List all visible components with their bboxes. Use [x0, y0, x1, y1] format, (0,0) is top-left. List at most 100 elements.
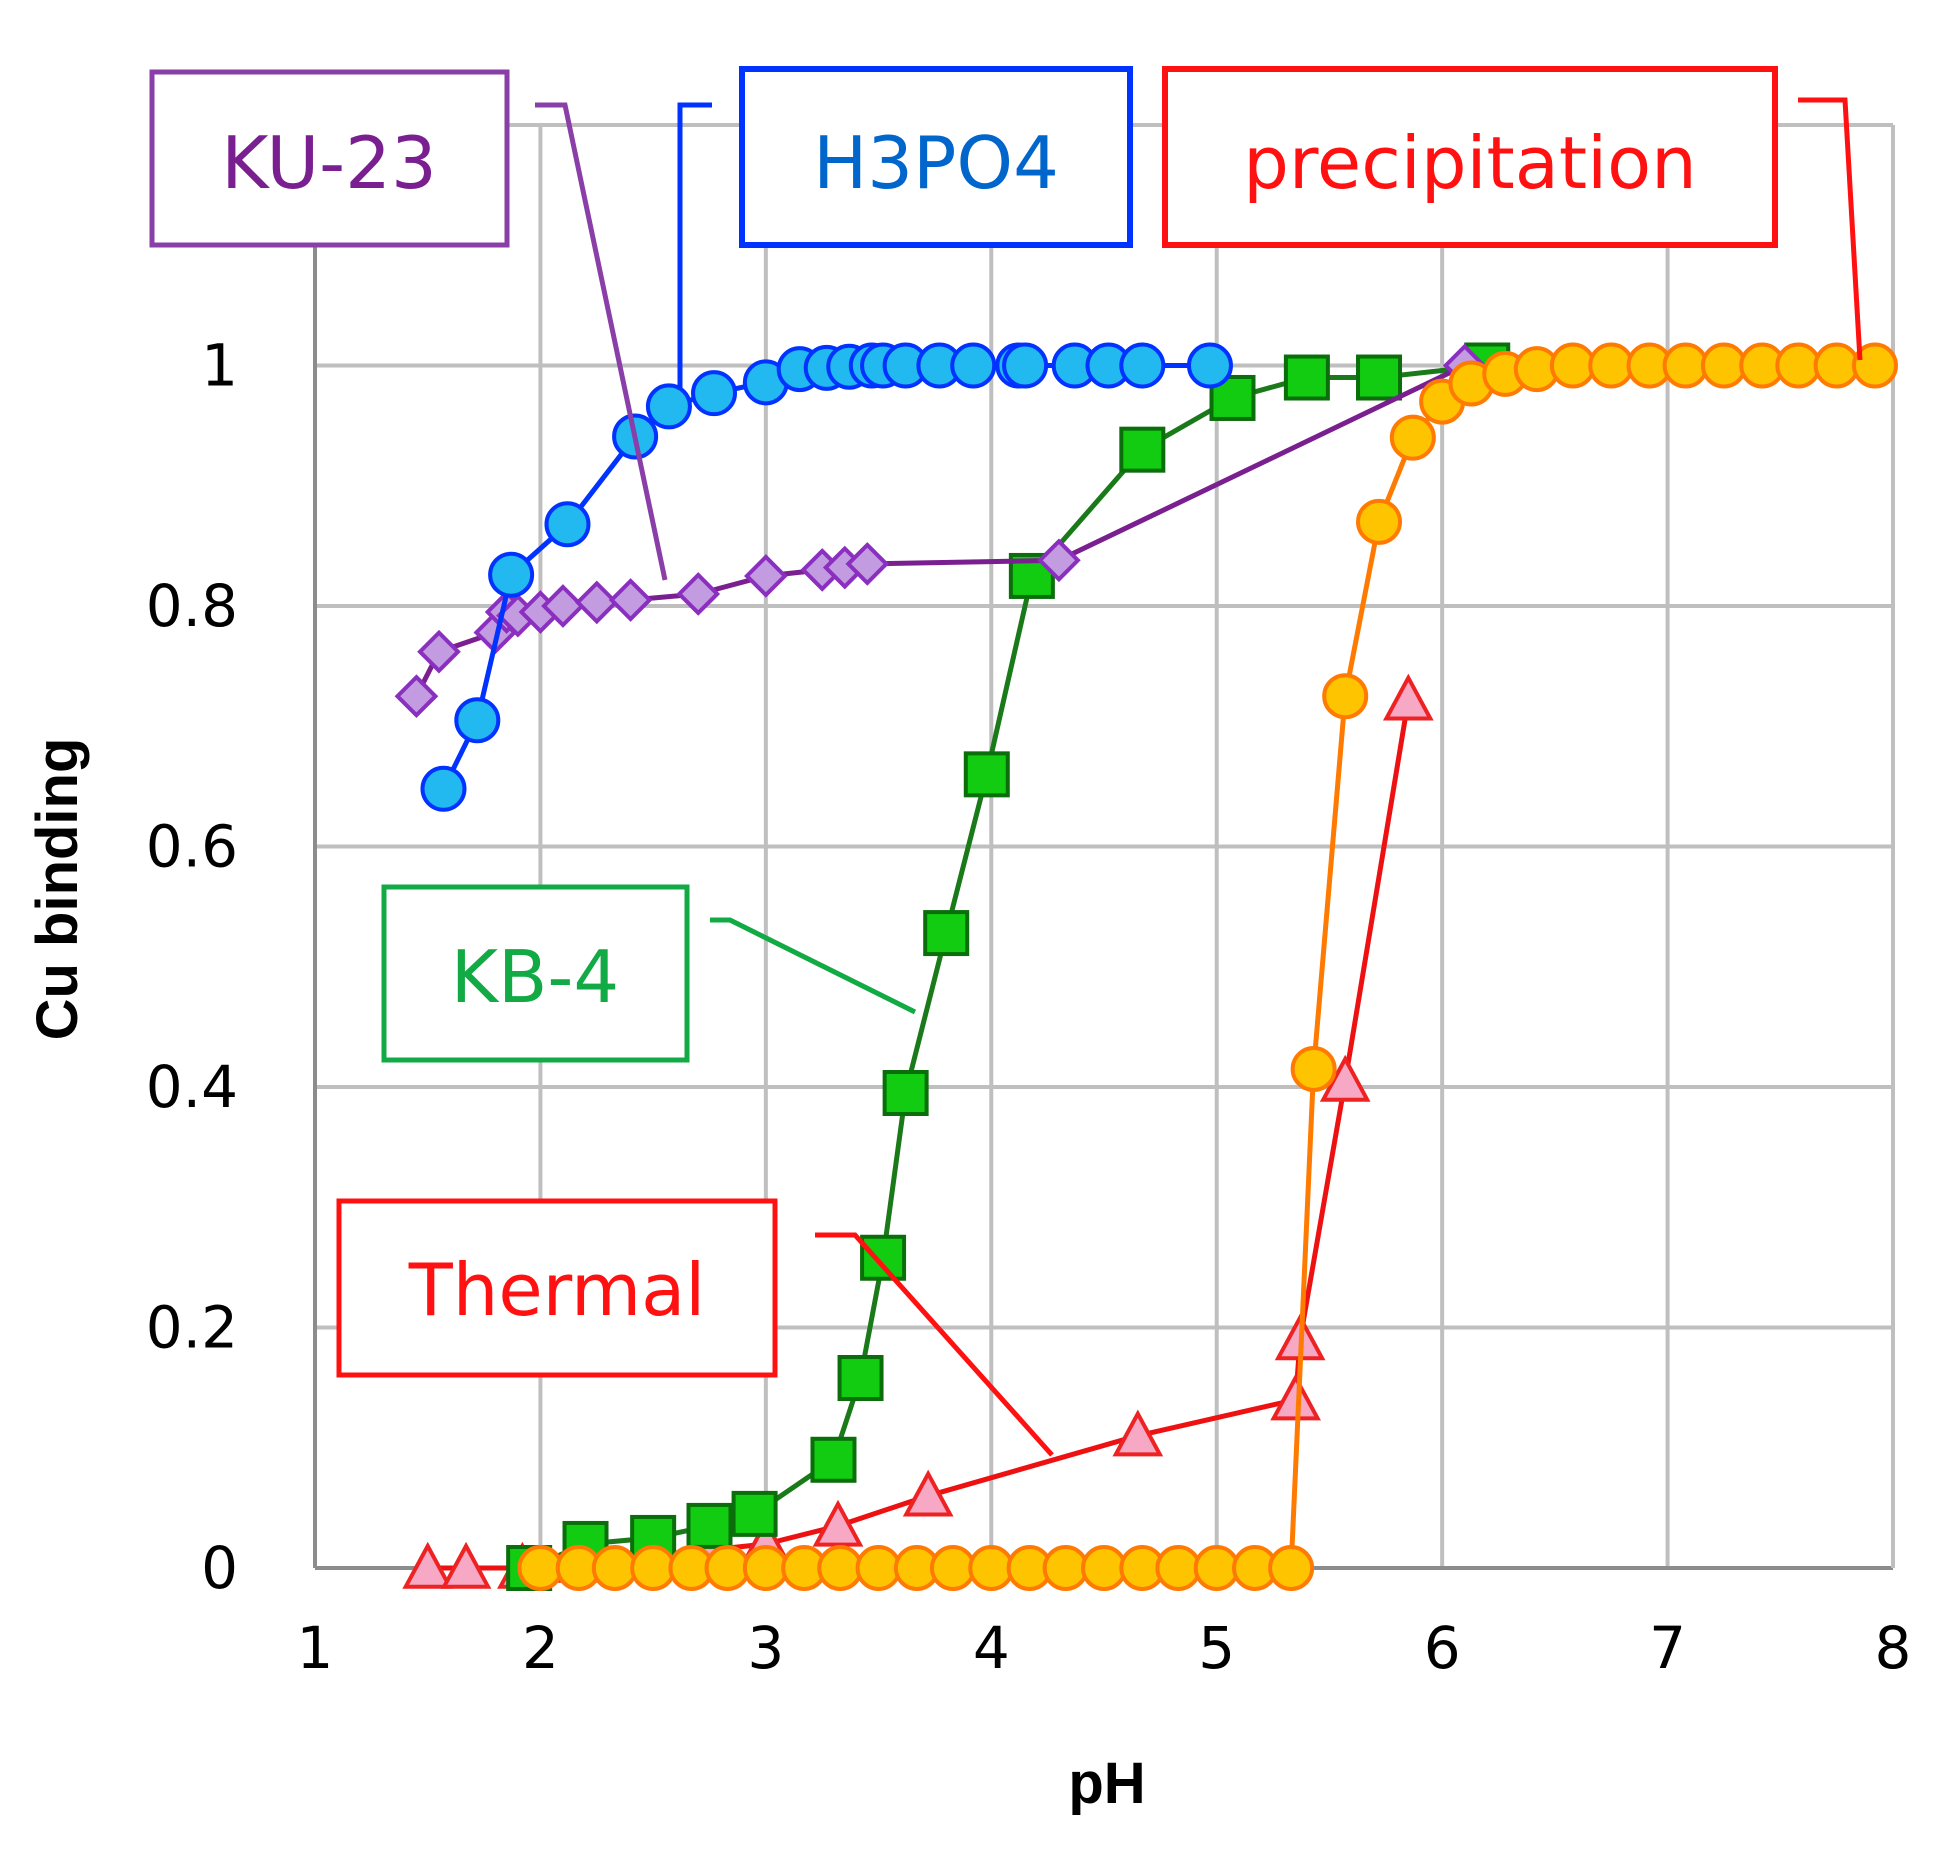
data-point: [645, 383, 692, 430]
data-point: [1290, 1045, 1337, 1092]
data-point: [544, 501, 591, 548]
thermal-leader-line: [815, 1232, 1054, 1457]
data-point: [1002, 342, 1049, 389]
ku23-leader-line: [535, 102, 668, 581]
data-point: [1662, 342, 1709, 389]
data-point: [1382, 673, 1434, 721]
data-point: [812, 1499, 864, 1547]
h3po4-label-box: [739, 66, 1133, 248]
series-ku-23: [394, 343, 1487, 719]
data-point: [1283, 354, 1330, 401]
precipitation-label-box: [1162, 66, 1778, 248]
data-point: [963, 751, 1010, 798]
data-point: [855, 1545, 902, 1591]
y-axis-title: Cu binding: [25, 738, 90, 1041]
ku23-label: KU-23: [221, 121, 437, 205]
data-point: [630, 1545, 677, 1591]
data-point: [1119, 426, 1166, 473]
callout-h3po4: H3PO4: [677, 66, 1133, 390]
data-point: [1319, 1054, 1371, 1102]
h3po4-label: H3PO4: [813, 121, 1059, 205]
data-point: [860, 1234, 907, 1281]
precipitation-label: precipitation: [1243, 121, 1697, 205]
callout-thermal: Thermal: [336, 1198, 1054, 1457]
y-tick-label: 0.2: [146, 1294, 238, 1362]
thermal-label: Thermal: [408, 1248, 706, 1332]
data-point: [691, 370, 738, 417]
data-point: [845, 542, 890, 586]
ku23-label-box: [149, 69, 510, 248]
data-point: [923, 910, 970, 957]
data-point: [402, 1541, 454, 1589]
data-point: [1322, 673, 1369, 720]
data-point: [1119, 342, 1166, 389]
data-point: [742, 1545, 789, 1591]
data-point: [608, 578, 653, 622]
data-point: [929, 1545, 976, 1591]
data-point: [591, 1545, 638, 1591]
data-point: [950, 342, 997, 389]
data-point: [1588, 342, 1635, 389]
x-axis-title: pH: [1068, 1751, 1145, 1816]
data-point: [731, 1490, 778, 1537]
data-point: [1851, 342, 1898, 389]
data-point: [541, 584, 585, 628]
data-point: [1081, 1545, 1127, 1591]
x-tick-label: 3: [747, 1614, 784, 1682]
data-point: [517, 1545, 564, 1591]
data-point: [1268, 1545, 1315, 1591]
y-tick-label: 1: [201, 332, 238, 400]
data-point: [1549, 342, 1596, 389]
kb4-leader-line: [710, 917, 917, 1015]
x-tick-label: 6: [1424, 1614, 1461, 1682]
data-point: [704, 1545, 751, 1591]
data-point: [817, 1545, 864, 1591]
x-tick-label: 1: [297, 1614, 334, 1682]
data-point: [810, 1436, 857, 1483]
data-point: [1700, 342, 1747, 389]
callout-precipitation: precipitation: [1162, 66, 1863, 361]
data-point: [837, 1355, 884, 1402]
data-point: [902, 1469, 954, 1517]
h3po4-leader-line: [677, 102, 712, 390]
y-tick-label: 0.4: [146, 1053, 238, 1121]
data-point: [686, 1502, 733, 1549]
data-point: [454, 697, 501, 744]
kb4-label-box: [381, 884, 690, 1063]
callout-ku23: KU-23: [149, 69, 668, 581]
series-precipitation: [517, 342, 1898, 1591]
data-point: [440, 1541, 492, 1589]
data-point: [744, 554, 788, 598]
precipitation-leader-line: [1798, 97, 1863, 361]
y-tick-label: 0.6: [146, 813, 238, 881]
kb4-label: KB-4: [451, 935, 619, 1019]
data-point: [1155, 1545, 1202, 1591]
data-point: [1356, 354, 1403, 401]
x-tick-label: 4: [973, 1614, 1010, 1682]
data-point: [1186, 342, 1233, 389]
data-point: [1042, 1545, 1089, 1591]
x-tick-label: 8: [1875, 1614, 1912, 1682]
data-point: [1356, 498, 1403, 545]
data-point: [1112, 1409, 1164, 1457]
thermal-label-box: [336, 1198, 778, 1378]
data-point: [394, 674, 439, 719]
x-tick-label: 2: [522, 1614, 559, 1682]
callout-kb4: KB-4: [381, 884, 917, 1063]
data-point: [968, 1545, 1015, 1591]
data-point: [417, 629, 461, 674]
data-point: [1193, 1545, 1240, 1591]
data-point: [1813, 342, 1860, 389]
y-tick-label: 0.8: [146, 572, 238, 640]
data-point: [420, 765, 467, 812]
data-point: [574, 580, 619, 625]
x-tick-label: 7: [1649, 1614, 1686, 1682]
data-point: [676, 572, 721, 616]
data-point: [488, 551, 535, 598]
data-point: [882, 1070, 929, 1117]
data-point: [1389, 414, 1436, 461]
y-tick-label: 0: [201, 1534, 238, 1602]
